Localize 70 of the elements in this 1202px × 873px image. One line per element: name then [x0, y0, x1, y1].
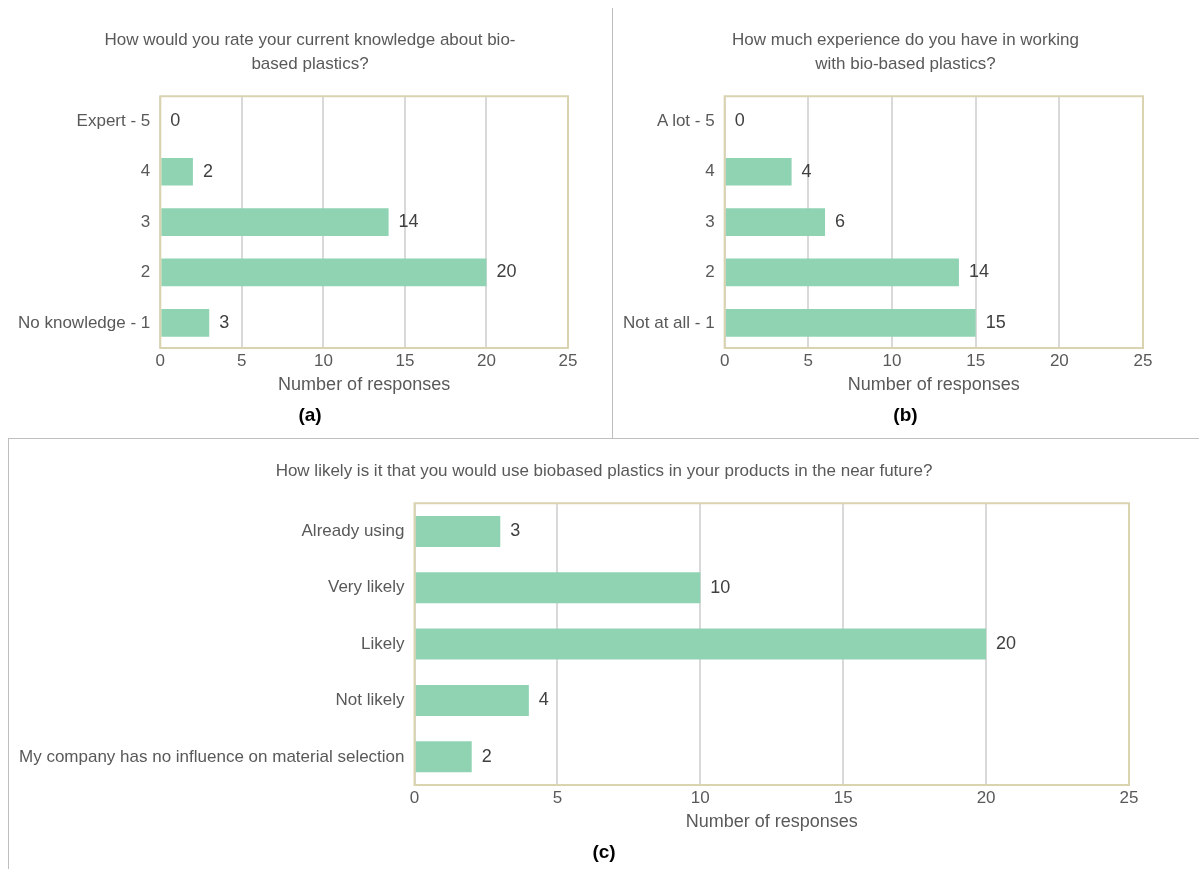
x-axis-title: Number of responses — [847, 374, 1020, 395]
x-axis-title: Number of responses — [685, 811, 858, 832]
x-tick-label: 0 — [155, 350, 166, 370]
data-label: 0 — [734, 110, 745, 131]
x-tick-label: 15 — [395, 350, 415, 370]
x-tick-label: 25 — [558, 350, 578, 370]
y-tick-label: 3 — [705, 211, 715, 231]
text: (c) — [591, 841, 617, 863]
data-label: 20 — [496, 261, 517, 282]
x-tick-label: 25 — [1119, 787, 1139, 807]
x-tick-label: 5 — [803, 350, 814, 370]
data-label: 4 — [538, 689, 549, 710]
bar — [415, 684, 529, 716]
data-label: 14 — [398, 211, 419, 232]
data-label: 0 — [170, 110, 181, 131]
x-tick-label: 20 — [477, 350, 496, 370]
data-label: 2 — [481, 745, 492, 766]
data-label: 2 — [202, 160, 213, 181]
x-tick-label: 0 — [409, 787, 420, 807]
bar — [415, 572, 701, 604]
chart-title: How likely is it that you would use biobased plastics in your products in the near future? — [274, 460, 934, 482]
x-tick-label: 10 — [690, 787, 710, 807]
bar — [415, 741, 472, 773]
bar — [161, 308, 210, 337]
y-tick-label: 4 — [140, 161, 151, 181]
x-tick-label: 15 — [833, 787, 853, 807]
y-tick-label: Not likely — [335, 690, 406, 710]
data-label: 14 — [968, 261, 989, 282]
data-label: 4 — [801, 160, 812, 181]
y-tick-label: My company has no influence on material selection — [18, 746, 405, 766]
bar — [161, 157, 193, 186]
y-tick-label: A lot - 5 — [657, 111, 715, 131]
x-tick-label: 10 — [313, 350, 333, 370]
x-tick-label: 20 — [976, 787, 996, 807]
y-tick-label: 2 — [140, 262, 151, 282]
data-label: 6 — [835, 211, 846, 232]
data-label: 10 — [710, 576, 731, 597]
bar — [725, 157, 792, 186]
y-tick-label: Expert - 5 — [76, 111, 151, 131]
y-tick-label: Already using — [301, 521, 405, 541]
chart-title: How would you rate your current knowledge about bio-based plastics? — [103, 29, 517, 75]
x-tick-label: 10 — [882, 350, 902, 370]
bar — [415, 515, 501, 547]
chart-title: How much experience do you have in working with bio-based plastics? — [731, 29, 1080, 75]
text: (a) — [297, 404, 323, 426]
bar — [161, 258, 487, 287]
data-label: 3 — [219, 311, 230, 332]
y-tick-label: Likely — [361, 633, 406, 653]
x-tick-label: 20 — [1049, 350, 1069, 370]
y-tick-label: No knowledge - 1 — [17, 312, 151, 332]
y-tick-label: 2 — [705, 262, 715, 282]
y-tick-label: 3 — [140, 211, 151, 231]
data-label: 3 — [510, 520, 521, 541]
y-tick-label: Very likely — [328, 577, 406, 597]
text: (b) — [892, 404, 919, 426]
x-tick-label: 5 — [552, 787, 563, 807]
bar — [725, 208, 826, 236]
data-label: 15 — [985, 311, 1006, 332]
x-tick-label: 15 — [966, 350, 986, 370]
data-label: 20 — [996, 633, 1017, 654]
y-tick-label: Not at all - 1 — [622, 312, 715, 332]
bar — [161, 208, 389, 236]
x-tick-label: 0 — [719, 350, 730, 370]
y-tick-label: 4 — [705, 161, 715, 181]
x-tick-label: 5 — [237, 350, 247, 370]
bar — [725, 308, 976, 337]
x-tick-label: 25 — [1133, 350, 1153, 370]
bar — [725, 258, 959, 287]
bar — [415, 628, 987, 660]
x-axis-title: Number of responses — [278, 374, 451, 395]
